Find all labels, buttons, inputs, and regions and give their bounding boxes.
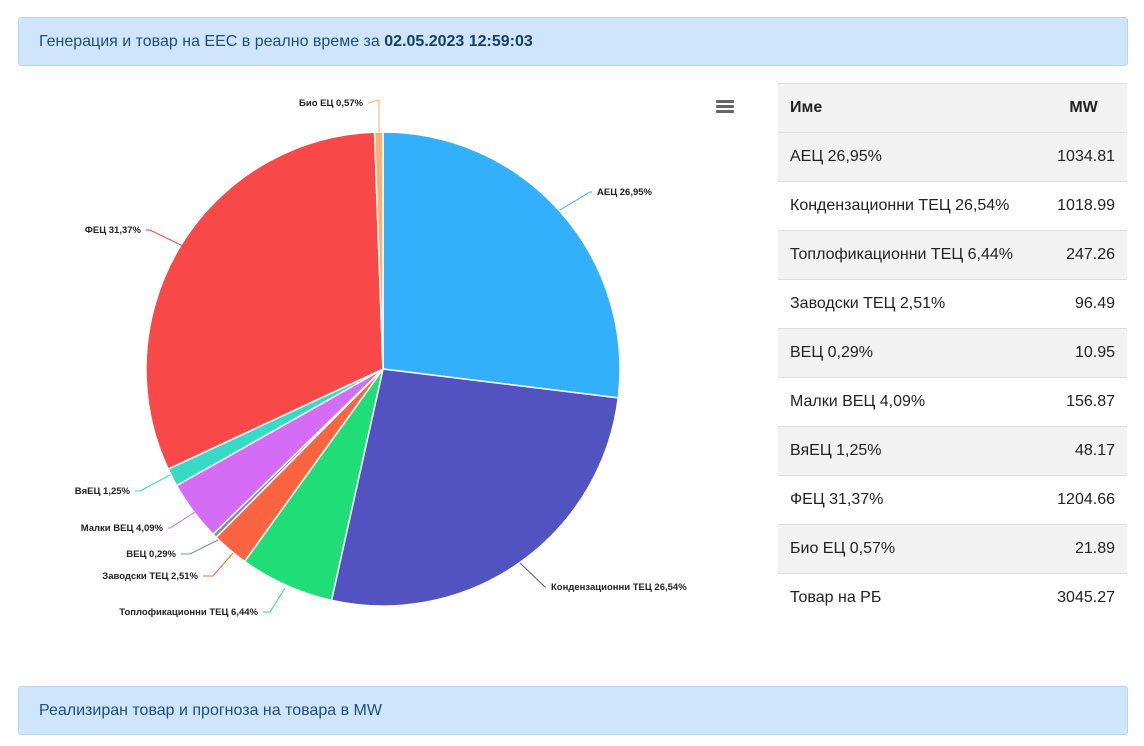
pie-slice[interactable] <box>330 368 620 607</box>
row-mw: 1018.99 <box>1040 181 1127 231</box>
chart-menu-hamburger-icon[interactable] <box>716 100 734 114</box>
slice-connector <box>146 229 186 248</box>
table-header-row: Име MW <box>778 83 1127 133</box>
row-name: Товар на РБ <box>778 573 1041 623</box>
slice-connector <box>135 474 171 492</box>
table-row: Био ЕЦ 0,57% 21.89 <box>778 524 1127 574</box>
pie-slice[interactable] <box>382 131 621 399</box>
row-mw: 156.87 <box>1040 377 1127 427</box>
row-name: ФЕЦ 31,37% <box>778 475 1041 525</box>
header-name: Име <box>778 83 1041 133</box>
table-row: ФЕЦ 31,37% 1204.66 <box>778 475 1127 525</box>
header-title: Генерация и товар на ЕЕС в реално време … <box>39 33 380 50</box>
row-name: Топлофикационни ТЕЦ 6,44% <box>778 230 1041 280</box>
row-mw: 1034.81 <box>1040 132 1127 182</box>
slice-label: Топлофикационни ТЕЦ 6,44% <box>119 607 258 618</box>
header-datetime: 02.05.2023 12:59:03 <box>384 33 533 50</box>
slice-connector <box>519 562 546 588</box>
forecast-title: Реализиран товар и прогноза на товара в … <box>39 702 382 719</box>
row-name: АЕЦ 26,95% <box>778 132 1041 182</box>
slice-connector <box>367 99 380 132</box>
table-row: Кондензационни ТЕЦ 26,54% 1018.99 <box>778 181 1127 231</box>
realtime-header-banner: Генерация и товар на ЕЕС в реално време … <box>18 17 1128 66</box>
slice-label: Малки ВЕЦ 4,09% <box>81 523 164 534</box>
row-name: Заводски ТЕЦ 2,51% <box>778 279 1041 329</box>
row-mw: 96.49 <box>1040 279 1127 329</box>
row-name: Био ЕЦ 0,57% <box>778 524 1041 574</box>
slice-label: ФЕЦ 31,37% <box>85 225 142 236</box>
slice-label: Био ЕЦ 0,57% <box>299 98 364 109</box>
slice-connector <box>203 552 234 577</box>
slice-label: ВЕЦ 0,29% <box>126 549 176 560</box>
slice-connector <box>168 511 196 529</box>
table-row: ВЕЦ 0,29% 10.95 <box>778 328 1127 378</box>
table-row: АЕЦ 26,95% 1034.81 <box>778 132 1127 182</box>
row-mw: 10.95 <box>1040 328 1127 378</box>
row-name: Малки ВЕЦ 4,09% <box>778 377 1041 427</box>
row-name: ВЕЦ 0,29% <box>778 328 1041 378</box>
row-mw: 21.89 <box>1040 524 1127 574</box>
slice-label: АЕЦ 26,95% <box>597 187 653 198</box>
slice-label: ВяЕЦ 1,25% <box>75 486 131 497</box>
row-mw: 3045.27 <box>1040 573 1127 623</box>
table-row: ВяЕЦ 1,25% 48.17 <box>778 426 1127 476</box>
table-row: Малки ВЕЦ 4,09% 156.87 <box>778 377 1127 427</box>
slice-label: Заводски ТЕЦ 2,51% <box>102 571 198 582</box>
slice-connector <box>263 587 286 613</box>
header-mw: MW <box>1040 83 1127 133</box>
slice-connector <box>559 191 592 211</box>
pie-slice[interactable] <box>373 131 384 370</box>
row-mw: 48.17 <box>1040 426 1127 476</box>
row-mw: 247.26 <box>1040 230 1127 280</box>
row-name: ВяЕЦ 1,25% <box>778 426 1041 476</box>
table-row: Заводски ТЕЦ 2,51% 96.49 <box>778 279 1127 329</box>
row-name: Кондензационни ТЕЦ 26,54% <box>778 181 1041 231</box>
generation-table: Име MW АЕЦ 26,95% 1034.81 Кондензационни Т… <box>778 83 1127 623</box>
slice-label: Кондензационни ТЕЦ 26,54% <box>551 582 687 593</box>
table-row: Топлофикационни ТЕЦ 6,44% 247.26 <box>778 230 1127 280</box>
row-mw: 1204.66 <box>1040 475 1127 525</box>
table-row: Товар на РБ 3045.27 <box>778 573 1127 623</box>
slice-connector <box>181 539 219 555</box>
forecast-banner[interactable]: Реализиран товар и прогноза на товара в … <box>18 686 1128 735</box>
generation-pie-chart: АЕЦ 26,95% Кондензационни ТЕЦ 26,54% Топло… <box>75 98 687 618</box>
